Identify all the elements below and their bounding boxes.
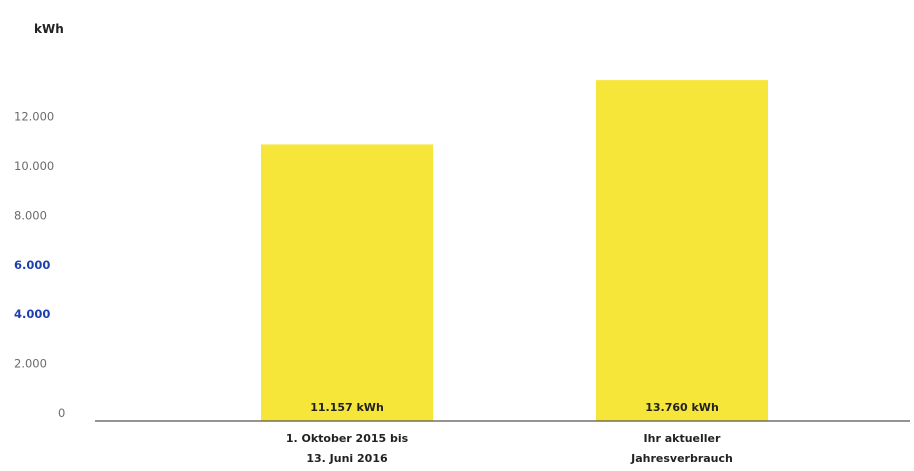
- category-label: 13. Juni 2016: [306, 452, 388, 465]
- category-label: Ihr aktueller: [644, 432, 721, 445]
- category-labels: 1. Oktober 2015 bis 13. Juni 2016 Ihr aktu…: [286, 432, 733, 465]
- data-labels: 11.157 kWh 13.760 kWh: [310, 401, 719, 414]
- category-label: 1. Oktober 2015 bis: [286, 432, 409, 445]
- y-tick-label: 0: [58, 406, 65, 420]
- bar-value-label: 11.157 kWh: [310, 401, 384, 414]
- y-tick-label: 4.000: [14, 307, 50, 321]
- y-axis-unit-label: kWh: [34, 22, 64, 36]
- y-tick-label: 12.000: [14, 110, 54, 124]
- category-label: Jahresverbrauch: [630, 452, 733, 465]
- y-axis-ticks: 0 2.000 4.000 6.000 8.000 10.000 12.000: [14, 110, 65, 420]
- bar: [596, 80, 768, 422]
- bar: [261, 144, 433, 421]
- y-tick-label: 10.000: [14, 159, 54, 173]
- bar-value-label: 13.760 kWh: [645, 401, 719, 414]
- bars: [261, 80, 768, 422]
- y-tick-label: 2.000: [14, 357, 47, 371]
- y-tick-label: 8.000: [14, 208, 47, 222]
- y-tick-label: 6.000: [14, 258, 50, 272]
